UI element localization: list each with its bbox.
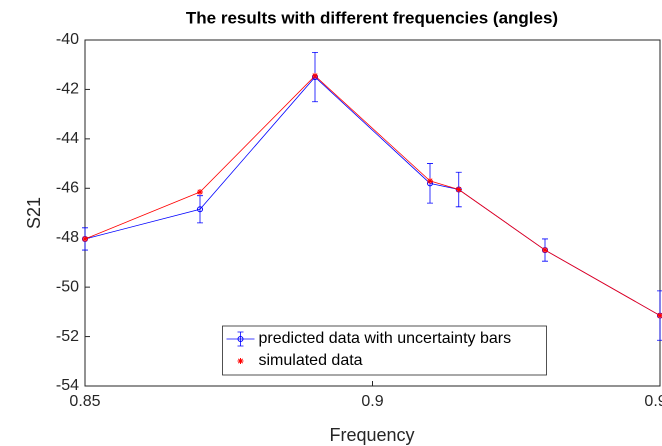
legend: predicted data with uncertainty bars simu… xyxy=(222,325,547,376)
legend-box xyxy=(222,325,547,376)
error-bar xyxy=(197,195,203,224)
y-tick-label: -46 xyxy=(56,180,79,197)
legend-marker xyxy=(237,358,244,364)
y-tick-label: -40 xyxy=(56,31,79,48)
legend-swatch-bar xyxy=(237,331,244,347)
data-point xyxy=(542,247,548,254)
legend-label: predicted data with uncertainty bars xyxy=(259,330,512,347)
data-point xyxy=(197,188,203,195)
x-tick-label: 0.9 xyxy=(361,393,383,410)
y-tick-label: -44 xyxy=(56,130,79,147)
x-tick-label: 0.95 xyxy=(644,393,662,410)
data-point xyxy=(455,186,462,193)
data-point xyxy=(82,235,88,242)
y-tick-label: -48 xyxy=(56,229,79,246)
y-axis-label: S21 xyxy=(24,197,44,229)
chart-title: The results with different frequencies (… xyxy=(186,8,558,27)
data-point xyxy=(657,312,662,319)
legend-marker xyxy=(237,336,244,342)
data-point xyxy=(427,177,433,184)
y-tick-label: -42 xyxy=(56,81,79,98)
x-axis-label: Frequency xyxy=(329,425,414,445)
y-tick-label: -52 xyxy=(56,328,79,345)
data-point xyxy=(197,206,203,213)
y-tick-label: -50 xyxy=(56,278,79,295)
x-tick-label: 0.85 xyxy=(69,393,100,410)
y-tick-label: -54 xyxy=(56,377,79,394)
legend-label: simulated data xyxy=(259,352,363,369)
data-point xyxy=(312,72,318,79)
